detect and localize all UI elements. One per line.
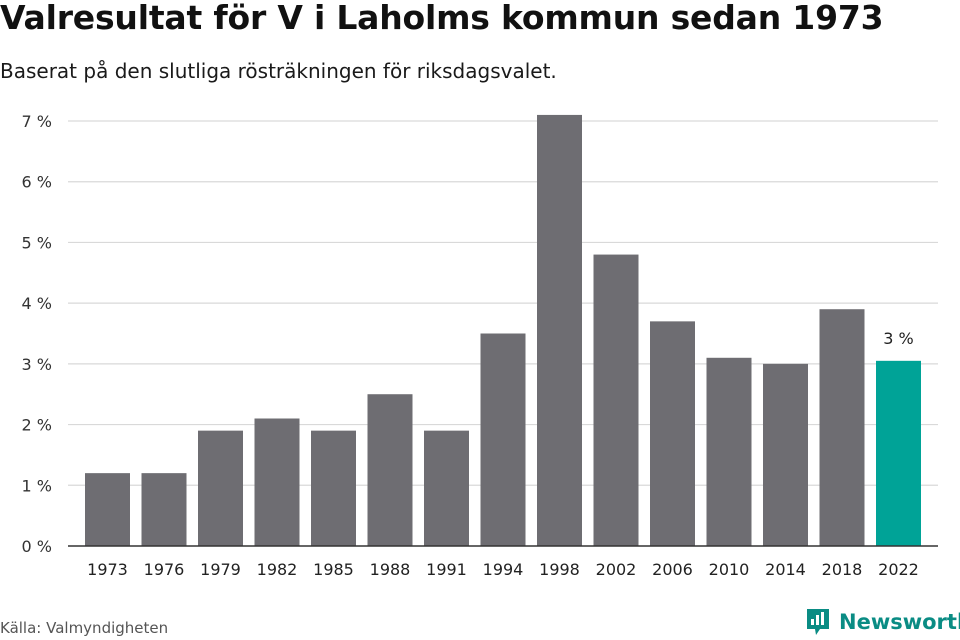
x-axis-tick-labels: 1973 1976 1979 1982 1985 1988 1991 1994 1998 2002… xyxy=(87,560,919,579)
bar xyxy=(650,321,695,546)
x-tick-label: 1998 xyxy=(539,560,580,579)
x-tick-label: 1973 xyxy=(87,560,128,579)
bar xyxy=(706,357,752,546)
y-tick-label: 3 % xyxy=(22,355,52,374)
brand-logo: Newsworthy xyxy=(805,607,960,637)
bar xyxy=(763,363,808,546)
bar xyxy=(876,360,921,546)
y-axis-tick-labels: 0 % 1 % 2 % 3 % 4 % 5 % 6 % 7 % xyxy=(22,112,52,556)
bar xyxy=(480,333,526,546)
x-tick-label: 1988 xyxy=(370,560,411,579)
bar xyxy=(537,114,582,546)
x-tick-label: 2006 xyxy=(652,560,693,579)
x-tick-label: 1985 xyxy=(313,560,354,579)
x-tick-label: 2014 xyxy=(765,560,806,579)
bar xyxy=(367,394,413,546)
bar xyxy=(198,430,243,546)
y-tick-label: 4 % xyxy=(22,294,52,313)
bar-chart: 0 % 1 % 2 % 3 % 4 % 5 % 6 % 7 % 1973 1976 1979 198… xyxy=(22,112,938,579)
data-label: 3 % xyxy=(883,329,913,348)
x-tick-label: 2022 xyxy=(878,560,919,579)
y-tick-label: 6 % xyxy=(22,173,52,192)
y-tick-label: 5 % xyxy=(22,233,52,252)
x-tick-label: 2010 xyxy=(709,560,750,579)
bar xyxy=(593,254,639,547)
x-tick-label: 1994 xyxy=(483,560,524,579)
data-labels: 3 % xyxy=(883,329,913,348)
bar xyxy=(819,309,865,546)
y-tick-label: 1 % xyxy=(22,476,52,495)
x-tick-label: 2002 xyxy=(596,560,637,579)
x-tick-label: 1982 xyxy=(257,560,298,579)
x-tick-label: 2018 xyxy=(822,560,863,579)
bars xyxy=(85,114,921,547)
x-tick-label: 1979 xyxy=(200,560,241,579)
y-tick-label: 2 % xyxy=(22,416,52,435)
bar xyxy=(424,430,469,546)
bar xyxy=(254,418,300,546)
y-tick-label: 7 % xyxy=(22,112,52,131)
bar xyxy=(311,430,356,546)
x-tick-label: 1976 xyxy=(144,560,185,579)
chart-title: Valresultat för V i Laholms kommun sedan… xyxy=(0,0,884,37)
brand-name: Newsworthy xyxy=(839,610,960,634)
newsworthy-logo-icon xyxy=(807,609,829,635)
y-tick-label: 0 % xyxy=(22,537,52,556)
bar xyxy=(141,473,187,546)
source-note: Källa: Valmyndigheten xyxy=(0,619,169,637)
x-tick-label: 1991 xyxy=(426,560,467,579)
chart-subtitle: Baserat på den slutliga rösträkningen fö… xyxy=(0,59,557,83)
bar xyxy=(85,473,130,546)
